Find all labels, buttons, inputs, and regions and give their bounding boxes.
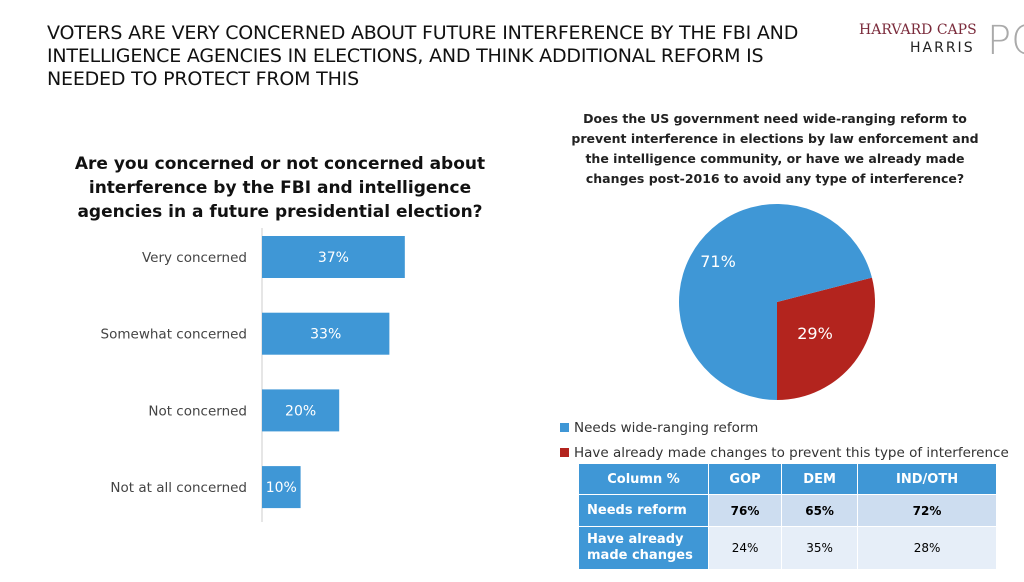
- table-header: GOP: [707, 463, 783, 495]
- bar: [262, 389, 340, 432]
- bar-value-label: 37%: [318, 250, 349, 266]
- table-header: DEM: [781, 463, 859, 495]
- bar-value-label: 20%: [285, 403, 316, 419]
- table-cell: 24%: [707, 526, 783, 570]
- bar: [262, 466, 301, 509]
- pie-label: 71%: [700, 252, 736, 271]
- table-row: Have already made changes 24% 35% 28%: [578, 526, 997, 570]
- category-label: Not concerned: [148, 403, 247, 419]
- table-header: IND/OTH: [857, 463, 997, 495]
- bar-chart-title: Are you concerned or not concerned about…: [74, 154, 486, 222]
- legend-label: Have already made changes to prevent thi…: [574, 445, 1009, 461]
- legend-item-changes: Have already made changes to prevent thi…: [560, 445, 1009, 461]
- pie-label: 29%: [797, 324, 833, 343]
- legend-swatch: [560, 448, 569, 457]
- table-row: Needs reform 76% 65% 72%: [578, 494, 997, 527]
- bar-value-label: 10%: [266, 480, 297, 496]
- logo-line1: HARVARD CAPS: [859, 22, 977, 38]
- legend-item-reform: Needs wide-ranging reform: [560, 420, 758, 436]
- table-cell: 35%: [781, 526, 859, 570]
- logo-line2: HARRIS: [910, 40, 975, 56]
- pie-slice: [679, 204, 872, 400]
- category-label: Somewhat concerned: [101, 327, 247, 343]
- bar: [262, 312, 390, 355]
- table-cell: 28%: [857, 526, 997, 570]
- table-cell: 65%: [781, 494, 859, 527]
- party-table: Column % GOP DEM IND/OTH Needs reform 76% 65%…: [578, 463, 997, 570]
- bar: [262, 236, 405, 278]
- category-label: Not at all concerned: [110, 480, 247, 496]
- legend-swatch: [560, 423, 569, 432]
- bar-value-label: 33%: [310, 327, 341, 343]
- harvard-caps-harris-logo: HARVARD CAPS HARRIS PC: [844, 18, 1024, 64]
- table-header: Column %: [578, 463, 709, 495]
- page-title: VOTERS ARE VERY CONCERNED ABOUT FUTURE I…: [47, 22, 799, 90]
- category-label: Very concerned: [142, 250, 247, 266]
- logo-mark: PC: [987, 18, 1024, 64]
- pie-slice: [777, 277, 875, 400]
- legend-label: Needs wide-ranging reform: [574, 420, 759, 436]
- row-header: Have already made changes: [578, 526, 709, 570]
- table-cell: 76%: [707, 494, 783, 527]
- bar-chart: 37% Very concerned 33% Somewhat concerned 20…: [101, 228, 405, 522]
- table-cell: 72%: [857, 494, 997, 527]
- pie-chart-title: Does the US government need wide-ranging…: [571, 111, 979, 186]
- row-header: Needs reform: [578, 494, 709, 527]
